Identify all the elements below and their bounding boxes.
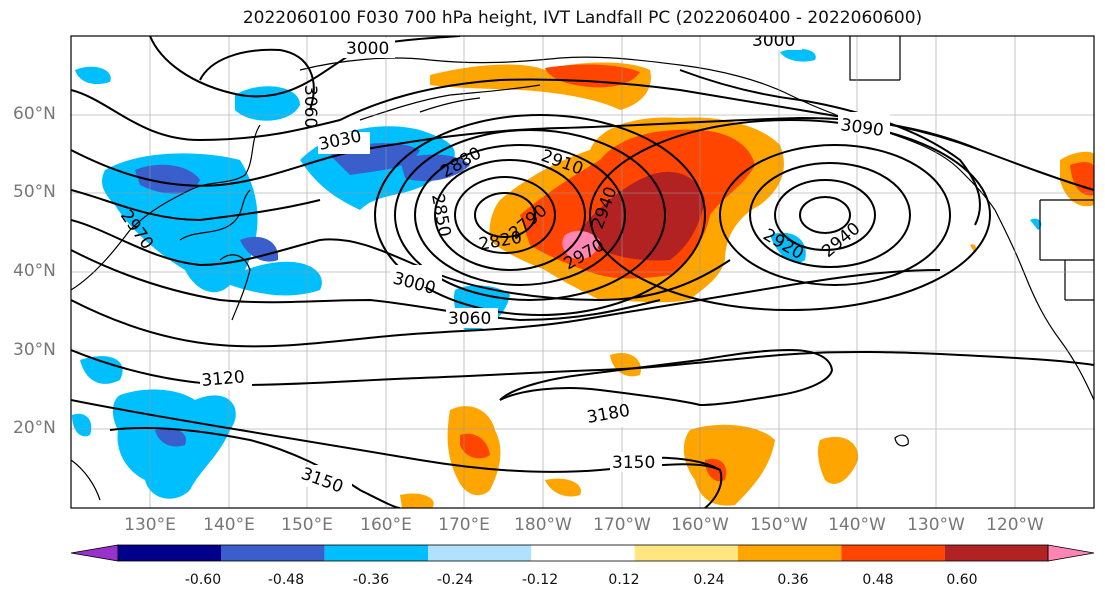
- contour-label: 3000: [346, 39, 389, 59]
- lon-label: 160°E: [360, 515, 412, 535]
- lon-label: 130°E: [124, 515, 176, 535]
- colorbar-tick-label: -0.24: [436, 572, 474, 588]
- colorbar-tick-label: -0.48: [267, 572, 305, 588]
- colorbar-segment: [221, 545, 325, 561]
- contour-label: 3060: [448, 309, 491, 329]
- lat-label: 30°N: [13, 340, 56, 360]
- lat-label: 50°N: [13, 182, 56, 202]
- lon-label: 160°W: [671, 515, 729, 535]
- colorbar-tick-label: 0.12: [608, 572, 640, 588]
- colorbar-tick-label: -0.36: [352, 572, 390, 588]
- lon-label: 170°E: [438, 515, 490, 535]
- contour-label: 3000: [752, 31, 795, 51]
- contour-label: 3060: [300, 85, 320, 128]
- colorbar-extend-high: [1047, 544, 1095, 562]
- colorbar-segment: [531, 545, 635, 561]
- colorbar-segment: [324, 545, 428, 561]
- lat-label: 20°N: [13, 418, 56, 438]
- graticule: [71, 36, 1094, 508]
- lon-label: 130°W: [907, 515, 965, 535]
- colorbar-segment: [944, 545, 1048, 561]
- lon-label: 140°W: [828, 515, 886, 535]
- colorbar-frame: [117, 544, 1049, 562]
- colorbar-segment: [634, 545, 738, 561]
- lon-label: 150°E: [281, 515, 333, 535]
- lon-label: 180°W: [514, 515, 572, 535]
- lat-label: 40°N: [13, 261, 56, 281]
- colorbar-tick-label: 0.24: [693, 572, 725, 588]
- contour-label: 3120: [201, 367, 246, 391]
- colorbar-tick-label: 0.48: [862, 572, 894, 588]
- colorbar-tick-label: 0.60: [946, 572, 978, 588]
- colorbar: [70, 544, 1095, 562]
- chart-title: 2022060100 F030 700 hPa height, IVT Land…: [242, 8, 923, 28]
- colorbar-segment: [428, 545, 532, 561]
- lon-label: 170°W: [593, 515, 651, 535]
- lon-label: 150°W: [750, 515, 808, 535]
- plot-frame: [70, 35, 1095, 509]
- colorbar-segment: [738, 545, 842, 561]
- contour-label: 3150: [612, 453, 655, 473]
- colorbar-extend-low: [70, 544, 119, 562]
- colorbar-tick-label: -0.12: [521, 572, 559, 588]
- lat-label: 60°N: [13, 104, 56, 124]
- lon-label: 140°E: [203, 515, 255, 535]
- lon-label: 120°W: [986, 515, 1044, 535]
- coastlines: [71, 36, 1094, 501]
- height-contours: [71, 36, 1094, 508]
- colorbar-tick-label: 0.36: [777, 572, 809, 588]
- colorbar-segment: [841, 545, 945, 561]
- colorbar-segment: [118, 545, 222, 561]
- colorbar-tick-label: -0.60: [184, 572, 222, 588]
